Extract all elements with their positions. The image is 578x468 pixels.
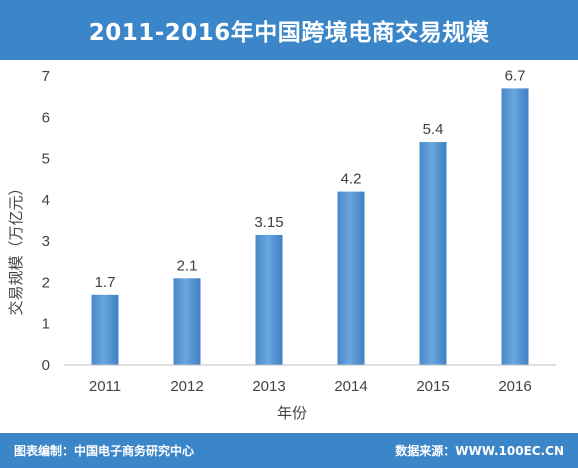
bar-2013 bbox=[255, 234, 283, 365]
y-tick-label: 0 bbox=[42, 357, 50, 374]
data-label-2013: 3.15 bbox=[254, 214, 283, 231]
y-tick-label: 1 bbox=[42, 316, 50, 333]
footer-source-right: 数据来源：WWW.100EC.CN bbox=[395, 444, 564, 458]
data-label-2016: 6.7 bbox=[505, 67, 526, 84]
bar-2014 bbox=[337, 191, 365, 365]
data-label-2014: 4.2 bbox=[341, 171, 362, 188]
bar-2015 bbox=[419, 142, 447, 365]
x-tick-label: 2012 bbox=[170, 378, 203, 395]
x-tick-label: 2011 bbox=[89, 378, 121, 395]
footer-banner: 图表编制：中国电子商务研究中心 数据来源：WWW.100EC.CN bbox=[0, 433, 578, 468]
x-tick-label: 2013 bbox=[252, 378, 285, 395]
y-tick-label: 4 bbox=[42, 192, 50, 209]
data-label-2015: 5.4 bbox=[423, 121, 444, 138]
data-label-2012: 2.1 bbox=[177, 257, 198, 274]
data-label-2011: 1.7 bbox=[95, 274, 116, 291]
y-axis-label: 交易规模（万亿元） bbox=[7, 180, 25, 315]
x-tick-label: 2015 bbox=[416, 378, 449, 395]
chart-title: 2011-2016年中国跨境电商交易规模 bbox=[88, 20, 490, 46]
bar-2016 bbox=[501, 88, 529, 365]
x-tick-label: 2016 bbox=[498, 378, 531, 395]
y-tick-label: 2 bbox=[42, 274, 50, 291]
header-banner: 2011-2016年中国跨境电商交易规模 bbox=[0, 0, 578, 60]
footer-source-left: 图表编制：中国电子商务研究中心 bbox=[14, 444, 195, 458]
y-tick-label: 6 bbox=[42, 109, 50, 126]
y-tick-label: 3 bbox=[42, 233, 50, 250]
y-tick-label: 5 bbox=[42, 151, 50, 168]
y-tick-label: 7 bbox=[42, 68, 50, 85]
bar-2012 bbox=[173, 278, 201, 365]
x-axis-label: 年份 bbox=[277, 405, 307, 422]
bar-chart: 0 1 2 3 4 5 6 7 1.7 2.1 3.15 4.2 5.4 6.7 2011 2012 201… bbox=[7, 67, 556, 422]
bar-2011 bbox=[91, 294, 119, 365]
chart-area: 0 1 2 3 4 5 6 7 1.7 2.1 3.15 4.2 5.4 6.7 2011 2012 201… bbox=[0, 60, 578, 432]
x-tick-label: 2014 bbox=[334, 378, 367, 395]
